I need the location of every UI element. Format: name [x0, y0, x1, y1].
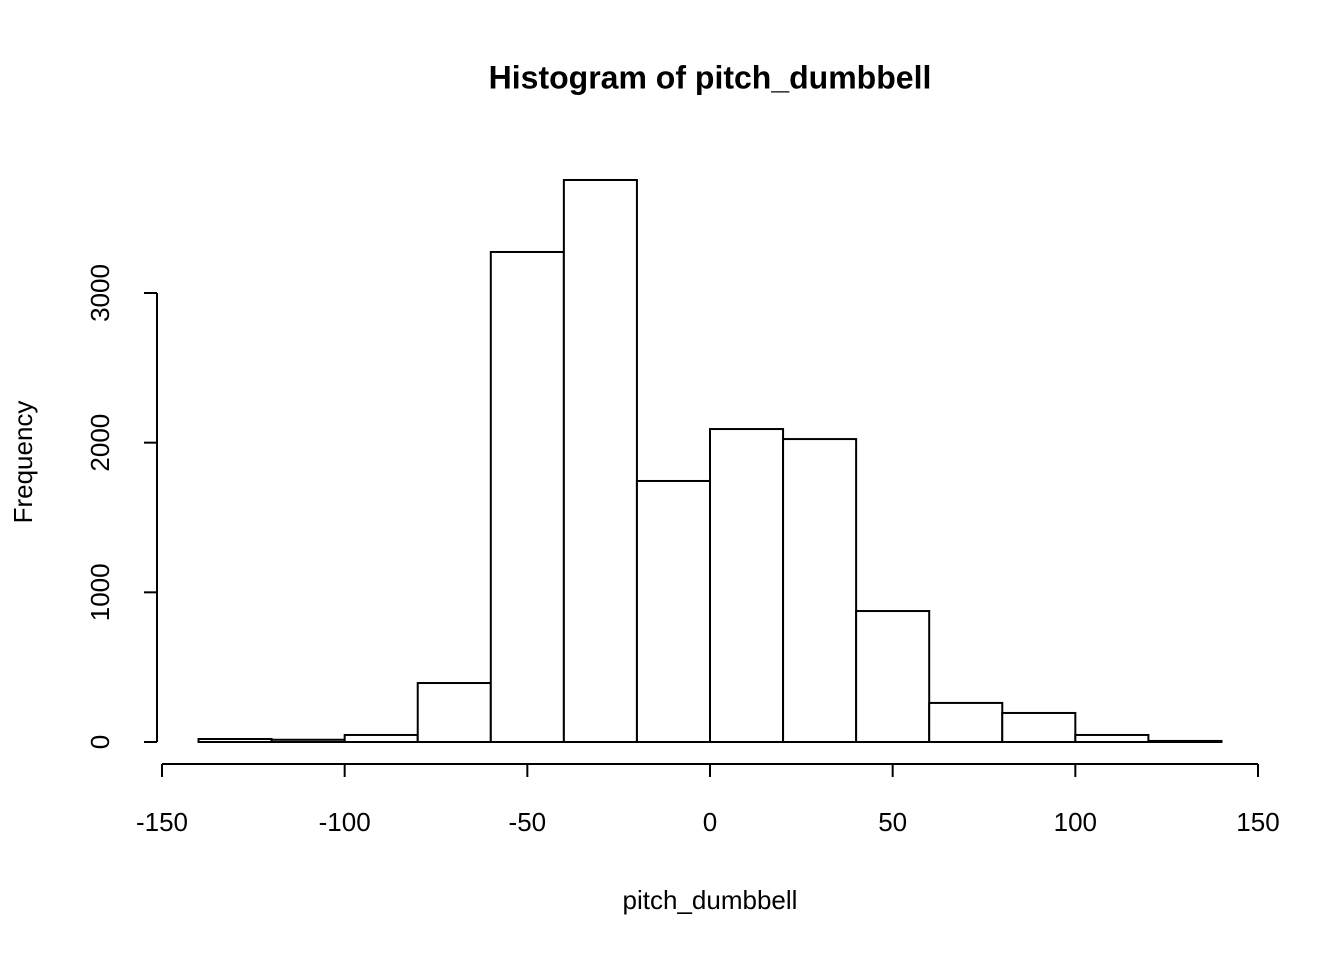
- y-tick-label: 0: [85, 735, 115, 749]
- x-tick-label: -50: [509, 807, 547, 837]
- bar: [562, 178, 638, 744]
- bar: [635, 479, 712, 743]
- x-tick-label: 150: [1236, 807, 1279, 837]
- x-tick-label: -100: [319, 807, 371, 837]
- bar: [855, 610, 931, 743]
- y-tick-label: 3000: [85, 264, 115, 322]
- bar: [197, 738, 273, 743]
- x-axis-label: pitch_dumbbell: [623, 885, 798, 915]
- x-tick-label: 100: [1054, 807, 1097, 837]
- y-axis-label: Frequency: [8, 401, 38, 524]
- bar: [343, 733, 419, 744]
- x-tick-label: 50: [878, 807, 907, 837]
- bar: [928, 701, 1004, 744]
- x-tick-label: 0: [703, 807, 717, 837]
- bar: [270, 738, 346, 743]
- chart-title: Histogram of pitch_dumbbell: [489, 59, 932, 95]
- bar: [1074, 733, 1150, 744]
- bar: [709, 428, 785, 743]
- bar: [416, 682, 492, 744]
- bar: [782, 438, 858, 743]
- bar: [1147, 739, 1223, 744]
- y-tick-label: 1000: [85, 563, 115, 621]
- x-tick-label: -150: [136, 807, 188, 837]
- bar: [1001, 711, 1077, 744]
- y-tick-label: 2000: [85, 414, 115, 472]
- bar: [489, 250, 565, 744]
